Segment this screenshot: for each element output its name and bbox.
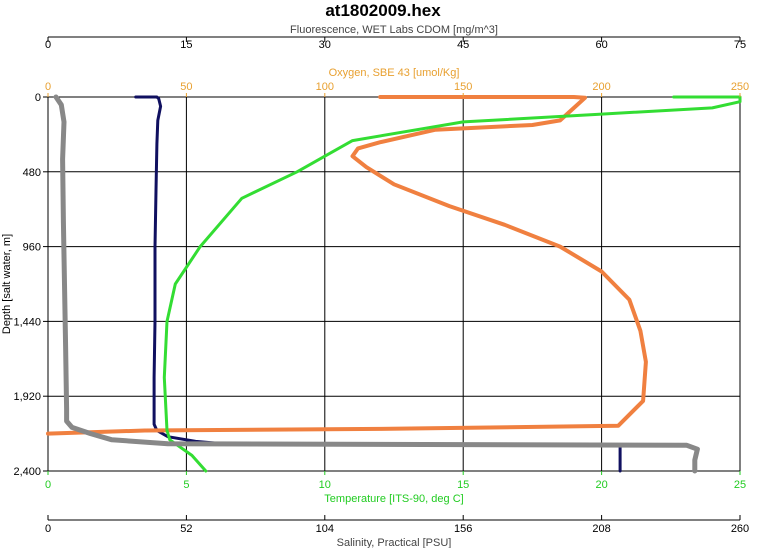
- sal-tick-label: 104: [316, 523, 334, 535]
- fluor-tick-label: 75: [734, 39, 746, 51]
- oxy-tick-label: 150: [454, 81, 472, 93]
- y-tick-label: 960: [23, 242, 41, 254]
- temp-tick-label: 25: [734, 479, 746, 491]
- axes-group: 0 480 960 1,440 1,920 2,400 0 15 30 45 60 75 Fluores…: [13, 24, 749, 548]
- temp-axis-title: Temperature [ITS-90, deg C]: [324, 493, 463, 505]
- sal-tick-label: 156: [454, 523, 472, 535]
- temp-tick-label: 15: [457, 479, 469, 491]
- y-axis-label: Depth [salt water, m]: [1, 234, 13, 334]
- sal-tick-label: 52: [180, 523, 192, 535]
- series-group: [46, 94, 742, 474]
- temp-tick-label: 20: [595, 479, 607, 491]
- sal-axis-title: Salinity, Practical [PSU]: [337, 537, 452, 548]
- grid: [47, 96, 741, 472]
- y-tick-label: 1,920: [13, 391, 41, 403]
- fluor-axis-title: Fluorescence, WET Labs CDOM [mg/m^3]: [290, 24, 498, 36]
- temp-tick-label: 10: [319, 479, 331, 491]
- oxy-tick-label: 200: [592, 81, 610, 93]
- fluor-tick-label: 15: [180, 39, 192, 51]
- sal-series-line: [53, 94, 700, 474]
- temp-tick-label: 0: [45, 479, 51, 491]
- oxy-tick-label: 100: [316, 81, 334, 93]
- temp-tick-label: 5: [183, 479, 189, 491]
- temp-series-line: [162, 95, 742, 473]
- sal-tick-label: 260: [731, 523, 749, 535]
- y-tick-label: 0: [35, 92, 41, 104]
- sal-tick-label: 208: [592, 523, 610, 535]
- sal-tick-label: 0: [45, 523, 51, 535]
- fluor-series-line: [134, 95, 622, 473]
- oxy-axis-title: Oxygen, SBE 43 [umol/Kg]: [329, 67, 460, 79]
- fluor-tick-label: 45: [457, 39, 469, 51]
- plot-frame: [47, 96, 741, 472]
- fluor-tick-label: 60: [595, 39, 607, 51]
- chart-title: at1802009.hex: [325, 1, 441, 20]
- y-tick-label: 480: [23, 167, 41, 179]
- oxy-tick-label: 0: [45, 81, 51, 93]
- oxy-tick-label: 250: [731, 81, 749, 93]
- y-tick-label: 1,440: [13, 316, 41, 328]
- fluor-tick-label: 30: [319, 39, 331, 51]
- fluor-tick-label: 0: [45, 39, 51, 51]
- y-tick-label: 2,400: [13, 466, 41, 478]
- oxy-tick-label: 50: [180, 81, 192, 93]
- oxy-series-line: [46, 95, 648, 436]
